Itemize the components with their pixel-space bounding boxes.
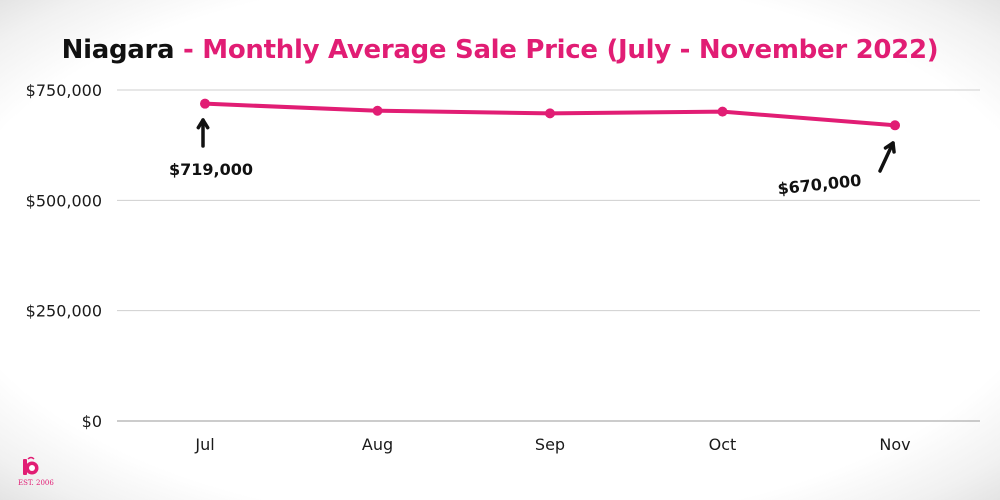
y-tick-label: $250,000 [26,302,102,321]
data-point [200,98,210,109]
y-tick-label: $750,000 [26,81,102,100]
x-tick-label: Oct [709,435,737,454]
chart-title-region: Niagara [61,35,175,65]
chart-title: Niagara - Monthly Average Sale Price (Ju… [0,32,1000,68]
data-point [545,108,555,119]
data-point [372,105,383,116]
brand-logo-text: EST. 2006 [18,479,54,487]
series-layer [200,98,900,131]
annotation-arrow-head [196,118,210,130]
data-point [890,120,900,131]
annotation-label: $719,000 [169,160,253,179]
annotation-label: $670,000 [777,171,863,199]
y-tick-label: $500,000 [26,191,102,210]
brand-mark-icon [23,456,39,475]
y-axis-ticks: $0 $250,000 $500,000 $750,000 [26,81,102,431]
data-point [717,106,728,117]
annotation-arrow-shaft [878,141,895,173]
x-tick-label: Sep [535,435,565,454]
x-tick-label: Nov [879,435,910,454]
chart-title-rest: - Monthly Average Sale Price (July - Nov… [174,35,939,65]
y-tick-label: $0 [82,412,102,431]
grid-lines [117,89,980,422]
x-tick-label: Jul [194,435,214,454]
brand-logo: EST. 2006 [18,454,54,494]
annotations-layer: $719,000 $670,000 [169,118,896,199]
x-tick-label: Aug [362,435,393,454]
x-axis-ticks: Jul Aug Sep Oct Nov [194,435,910,454]
annotation-arrow-head [883,141,896,154]
